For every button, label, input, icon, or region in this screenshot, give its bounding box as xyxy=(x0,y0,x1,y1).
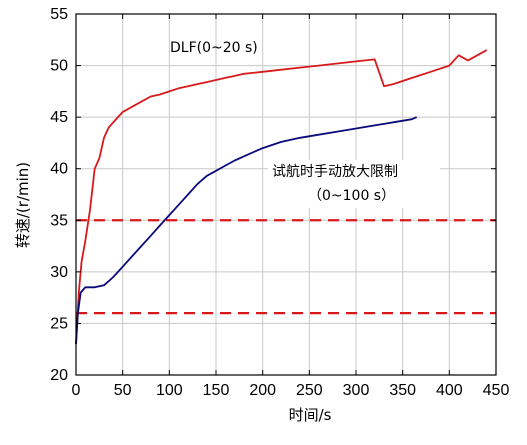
annotation-bg xyxy=(268,160,440,208)
y-tick-label: 45 xyxy=(50,109,68,126)
reference-lines xyxy=(76,219,496,315)
x-tick-label: 250 xyxy=(296,382,323,399)
series-line-2 xyxy=(75,116,418,345)
x-tick-label: 0 xyxy=(72,382,81,399)
x-tick-label: 150 xyxy=(203,382,230,399)
plot-frame xyxy=(75,13,497,376)
x-tick-label: 50 xyxy=(114,382,132,399)
y-tick-label: 25 xyxy=(50,315,68,332)
y-tick-label: 40 xyxy=(50,161,68,178)
annotation-dlf: DLF(0~20 s) xyxy=(170,40,258,56)
y-tick-label: 50 xyxy=(50,58,68,75)
annotation-manual-range: （0~100 s） xyxy=(308,188,395,204)
x-tick-label: 300 xyxy=(343,382,370,399)
series-line-1 xyxy=(75,49,488,345)
y-tick-label: 35 xyxy=(50,212,68,229)
y-axis-title: 转速/(r/min) xyxy=(14,162,32,248)
x-tick-label: 450 xyxy=(483,382,510,399)
x-tick-label: 100 xyxy=(156,382,183,399)
annotation-manual: 试航时手动放大限制 xyxy=(272,164,398,180)
series-group xyxy=(75,49,488,345)
x-tick-labels: 0 50 100 150 200 250 300 350 400 450 xyxy=(72,382,510,399)
x-tick-label: 400 xyxy=(436,382,463,399)
x-axis-title: 时间/s xyxy=(289,406,332,424)
x-tick-label: 350 xyxy=(389,382,416,399)
y-tick-label: 20 xyxy=(50,367,68,384)
y-tick-label: 30 xyxy=(50,264,68,281)
x-tick-label: 200 xyxy=(249,382,276,399)
y-tick-label: 55 xyxy=(50,6,68,23)
ticks xyxy=(75,13,497,376)
y-tick-labels: 20 25 30 35 40 45 50 55 xyxy=(50,6,68,384)
